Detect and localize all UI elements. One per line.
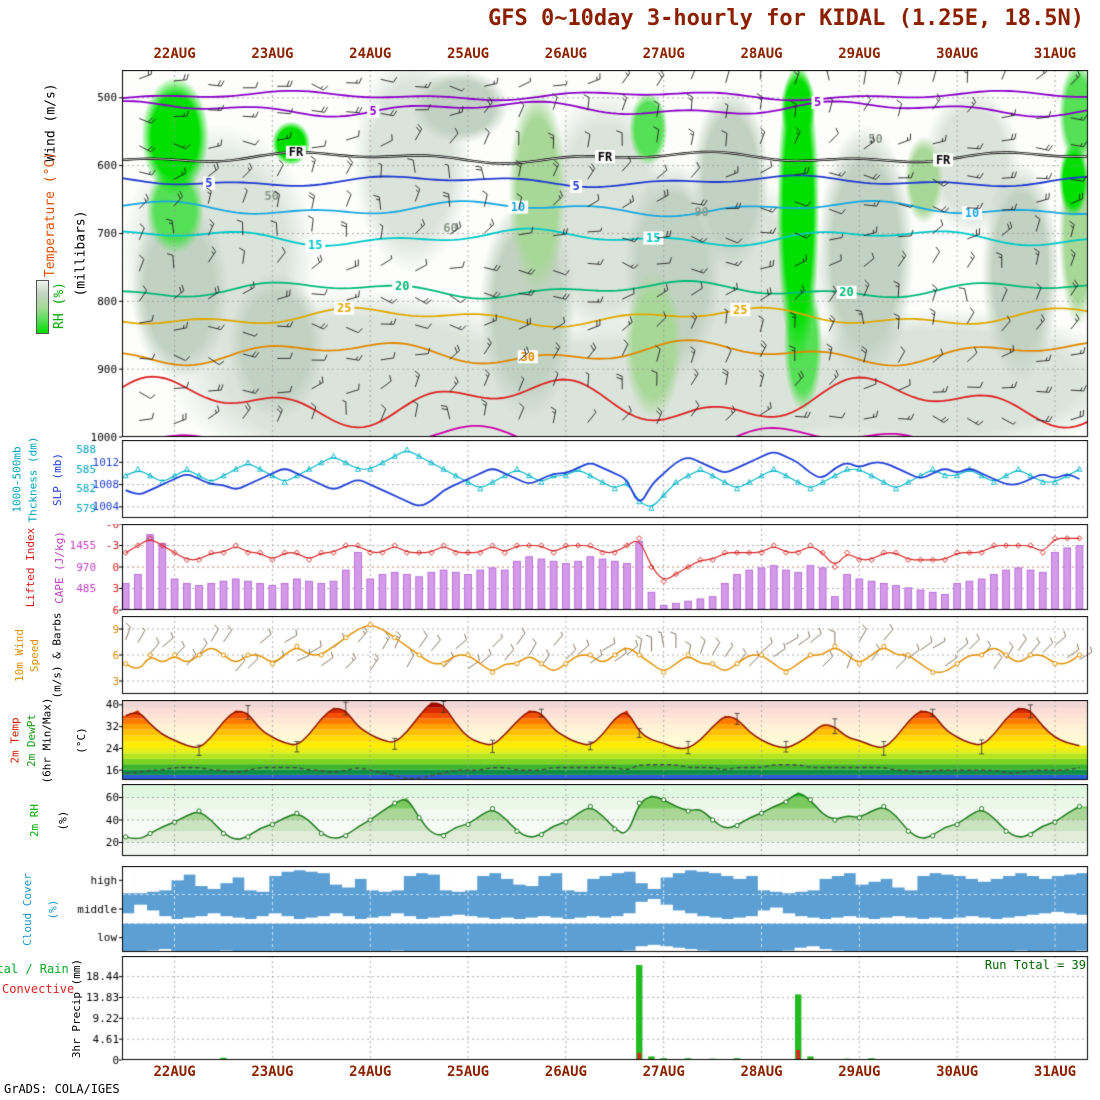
run-total: Run Total = 39 [984,958,1086,972]
date-label: 27AUG [642,46,685,62]
date-label: 24AUG [349,1064,392,1080]
date-label: 25AUG [446,1064,490,1080]
date-label: 23AUG [251,1064,294,1080]
rh-axis-label: RH (%) [51,281,67,329]
precip-canvas [0,956,1100,1074]
date-label: 29AUG [838,46,881,62]
cape-li-canvas [0,524,1100,622]
date-label: 25AUG [446,46,490,62]
wind10m-label-3: (m/s) & Barbs [50,611,64,699]
millibars-axis-label: (millibars) [73,210,89,297]
precip-axis-label: 3hr Precip (mm) [70,958,84,1058]
date-label: 30AUG [936,1064,979,1080]
cape-label: CAPE (J/kg) [52,530,66,604]
temperature-axis-label: Temperature (°C) [43,151,59,277]
lifted-index-label: Lifted Index [24,527,38,607]
degc-label: (°C) [74,726,88,754]
x-axis-bottom: 22AUG 23AUG 24AUG 25AUG 26AUG 27AUG 28AUG 29AUG… [0,1064,1100,1082]
temp2m-canvas [0,700,1100,794]
rh2m-canvas [0,784,1100,870]
date-label: 26AUG [544,46,587,62]
date-label: 22AUG [153,46,196,62]
minmax-label: (6hr Min/Max) [40,696,54,784]
date-label: 24AUG [349,46,392,62]
dewpt-label: 2m DewPt [24,713,38,767]
temp2m-label: 2m Temp [8,716,22,764]
date-label: 29AUG [838,1064,881,1080]
page-title: GFS 0~10day 3-hourly for KIDAL (1.25E, 1… [487,6,1084,31]
cloud-cover-label: Cloud Cover [20,872,34,946]
rh2m-label: 2m RH [28,803,42,837]
cloud-pct-label: (%) [46,899,60,919]
date-label: 28AUG [740,1064,783,1080]
date-label: 31AUG [1033,46,1077,62]
wind10m-label-1: 10m Wind [12,628,26,682]
date-label: 28AUG [740,46,783,62]
date-label: 30AUG [936,46,979,62]
rh2m-pct-label: (%) [56,810,70,830]
date-label: 23AUG [251,46,294,62]
wind10m-canvas [0,616,1100,706]
date-label: 31AUG [1033,1064,1077,1080]
slp-label: SLP (mb) [50,452,64,506]
thickness-label-1: 1000-500mb [10,445,24,513]
slp-thickness-canvas [0,440,1100,532]
date-label: 22AUG [153,1064,196,1080]
grads-credit: GrADS: COLA/IGES [4,1082,120,1096]
x-axis-top: 22AUG 23AUG 24AUG 25AUG 26AUG 27AUG 28AUG 29AUG… [0,46,1100,64]
thickness-label-2: Thckness (dm) [26,435,40,523]
wind10m-label-2: Speed [28,638,42,672]
precip-total-label: Total / Rain [0,962,69,976]
date-label: 27AUG [642,1064,685,1080]
cloud-cover-canvas [0,866,1100,964]
precip-convective-label: Convective [2,982,75,996]
rh-colorbar [36,280,49,334]
cross-section-canvas [0,70,1100,450]
date-label: 26AUG [544,1064,587,1080]
